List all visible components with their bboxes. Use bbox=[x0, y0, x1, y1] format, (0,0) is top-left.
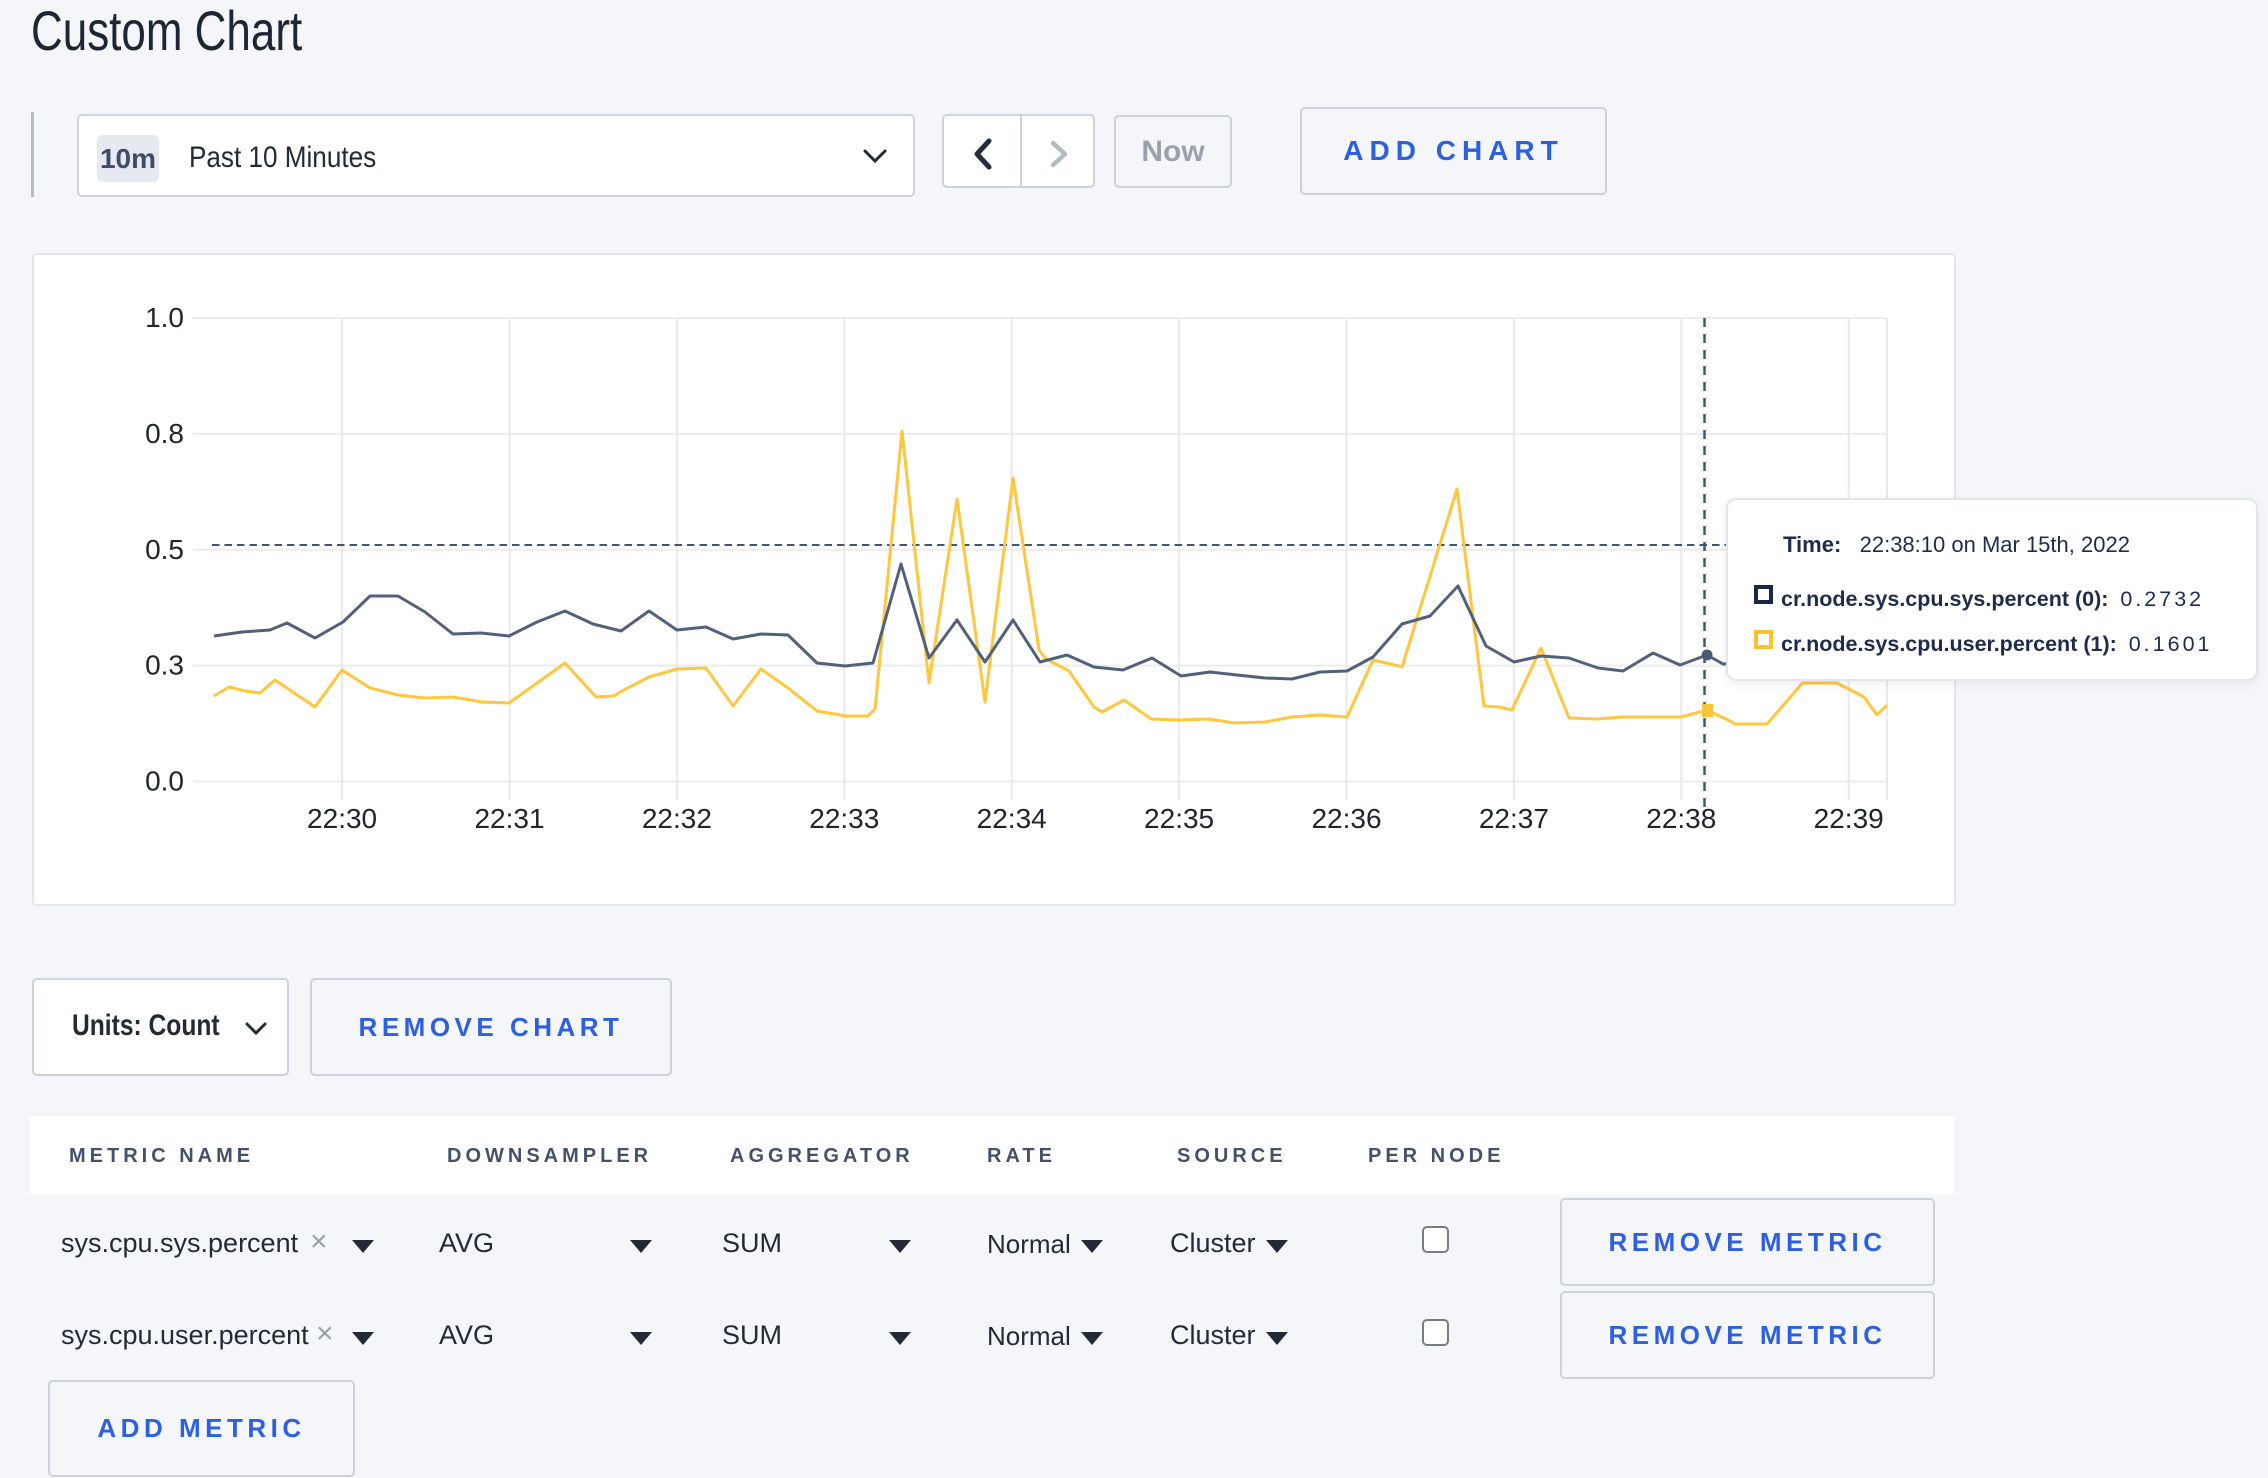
svg-text:22:34: 22:34 bbox=[977, 803, 1047, 834]
svg-text:22:32: 22:32 bbox=[642, 803, 712, 834]
svg-text:22:35: 22:35 bbox=[1144, 803, 1214, 834]
svg-text:1.0: 1.0 bbox=[145, 302, 184, 333]
svg-text:22:30: 22:30 bbox=[307, 803, 377, 834]
svg-text:0.3: 0.3 bbox=[145, 650, 184, 681]
svg-text:0.0: 0.0 bbox=[145, 766, 184, 797]
svg-text:22:36: 22:36 bbox=[1311, 803, 1381, 834]
svg-text:22:31: 22:31 bbox=[474, 803, 544, 834]
svg-text:22:39: 22:39 bbox=[1814, 803, 1884, 834]
svg-text:0.5: 0.5 bbox=[145, 534, 184, 565]
svg-text:0.8: 0.8 bbox=[145, 418, 184, 449]
svg-text:22:38: 22:38 bbox=[1646, 803, 1716, 834]
svg-text:22:37: 22:37 bbox=[1479, 803, 1549, 834]
svg-text:22:33: 22:33 bbox=[809, 803, 879, 834]
